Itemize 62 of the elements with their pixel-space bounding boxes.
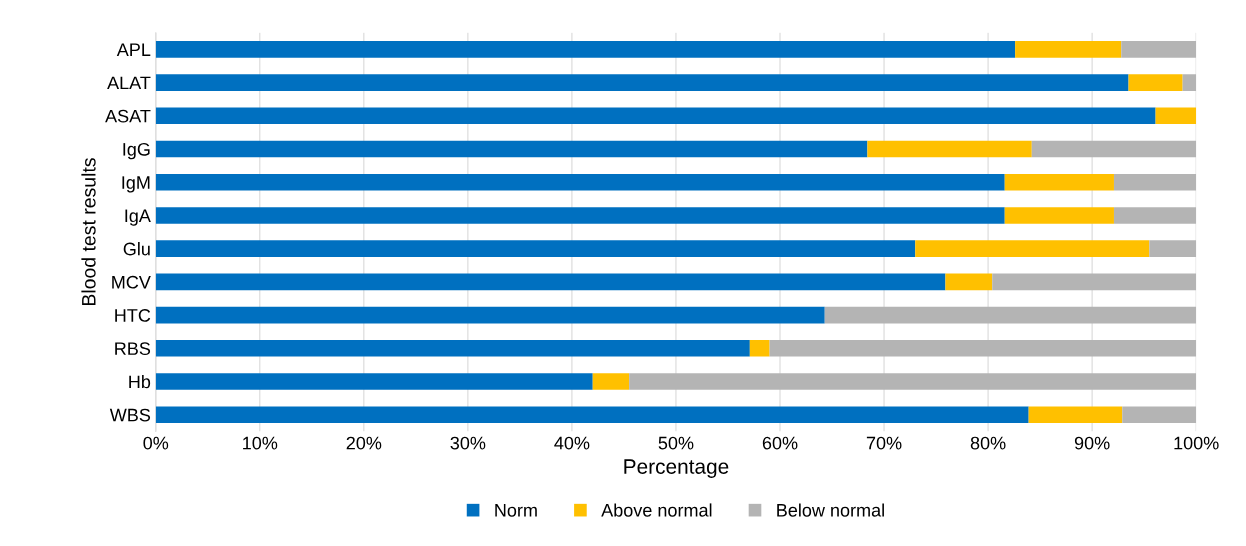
x-tick-label: 80% <box>970 436 1006 450</box>
y-tick-label: ASAT <box>105 109 151 123</box>
bar <box>155 406 1029 424</box>
legend-label: Above normal <box>601 503 712 517</box>
bar <box>1015 41 1122 58</box>
y-tick-label: Glu <box>123 242 150 256</box>
y-tick-label: Hb <box>129 374 151 389</box>
x-tick-label: 60% <box>762 436 798 450</box>
y-tick-label: HTC <box>115 309 151 322</box>
bar <box>769 340 1197 357</box>
x-axis-title: Percentage <box>624 459 729 479</box>
bar <box>155 107 1156 125</box>
y-tick-label: MCV <box>112 275 151 289</box>
bar <box>1128 74 1183 91</box>
bar <box>155 140 868 158</box>
bar <box>155 41 1016 58</box>
bar <box>155 240 916 257</box>
x-tick-label: 100% <box>1174 436 1219 450</box>
bar <box>992 273 1197 291</box>
bar <box>592 373 630 390</box>
bar <box>749 340 770 357</box>
x-tick-label: 90% <box>1074 436 1110 450</box>
bar <box>1031 140 1197 158</box>
bar <box>1149 240 1197 257</box>
y-tick-label: IgG <box>123 142 150 160</box>
bar <box>1004 173 1114 191</box>
legend-label: Norm <box>495 504 537 517</box>
bar <box>155 207 1005 224</box>
bar <box>1113 173 1197 191</box>
bar <box>155 340 750 357</box>
bar <box>155 273 946 291</box>
bar <box>1122 406 1197 424</box>
x-tick-label: 50% <box>658 436 694 450</box>
bar <box>155 173 1005 191</box>
bar <box>1004 207 1114 224</box>
y-tick-label: ALAT <box>107 76 151 90</box>
y-axis-title: Blood test results <box>81 158 96 306</box>
bar <box>915 240 1150 257</box>
bar <box>1155 107 1197 125</box>
y-tick-label: APL <box>116 43 151 56</box>
bar <box>1182 74 1197 91</box>
y-tick-label: WBS <box>109 408 151 422</box>
bar <box>1121 41 1197 58</box>
bar <box>155 74 1129 91</box>
x-tick-label: 10% <box>243 436 278 450</box>
bar <box>1113 207 1197 224</box>
x-tick-label: 40% <box>554 436 590 450</box>
y-tick-label: IgA <box>125 209 151 226</box>
x-tick-label: 0% <box>143 436 169 450</box>
y-tick-label: RBS <box>115 342 151 356</box>
bar <box>155 306 825 324</box>
bar <box>629 373 1197 390</box>
bar <box>867 140 1032 158</box>
x-tick-label: 30% <box>450 436 486 450</box>
bar <box>945 273 993 291</box>
bar <box>1028 406 1123 424</box>
bar <box>824 306 1197 324</box>
y-tick-label: IgM <box>122 176 150 193</box>
legend-label: Below normal <box>777 503 884 517</box>
x-tick-label: 70% <box>866 436 902 450</box>
bar <box>155 373 593 390</box>
x-tick-label: 20% <box>346 436 382 450</box>
